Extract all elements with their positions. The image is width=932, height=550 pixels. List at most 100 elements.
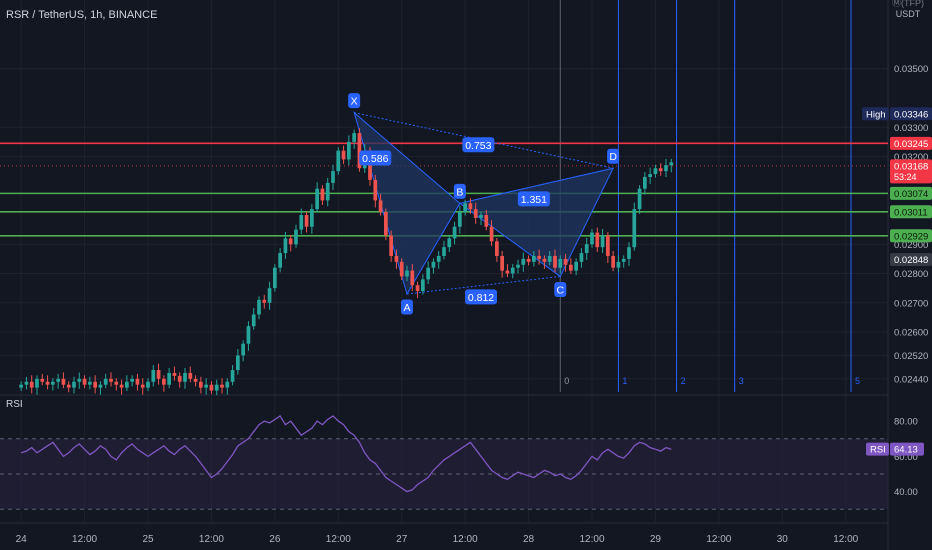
rsi-value-box xyxy=(890,442,924,456)
pattern-ratio[interactable]: 1.351 xyxy=(517,191,550,207)
price-tick-label: 0.02700 xyxy=(894,298,928,309)
time-tick-label: 12:00 xyxy=(326,534,351,545)
candle xyxy=(468,198,473,214)
candle xyxy=(172,366,177,381)
time-axis[interactable]: 24 12:00 25 12:00 26 12:00 27 12:00 28 12:00 29 12:… xyxy=(16,534,859,545)
candle-body xyxy=(273,267,277,289)
pattern-point-d-box xyxy=(607,148,620,164)
price-badge-text: 0.03245 xyxy=(894,139,928,150)
candle-body xyxy=(399,261,404,277)
candle-body xyxy=(61,378,66,385)
candle-body xyxy=(336,150,341,172)
time-tick-label: 12:00 xyxy=(72,534,97,545)
price-tick-label: 0.02520 xyxy=(894,351,928,362)
time-tick-label: 12:00 xyxy=(706,534,731,545)
candle-body xyxy=(532,255,536,262)
price-badge-gray[interactable]: 0.02848 xyxy=(890,252,932,266)
candle xyxy=(336,147,341,175)
candle-body xyxy=(56,378,60,382)
candle xyxy=(103,373,108,389)
pattern-point-b[interactable]: B xyxy=(453,183,466,199)
pattern-point-d[interactable]: D xyxy=(607,148,620,164)
candle xyxy=(357,128,362,172)
candle xyxy=(648,167,652,185)
candle-body xyxy=(220,384,224,388)
candle xyxy=(341,145,346,165)
candle-body xyxy=(606,235,610,256)
candle xyxy=(442,240,446,260)
rsi-title[interactable]: RSI xyxy=(6,399,23,410)
candle-body xyxy=(341,150,346,160)
price-badge-text: 0.03346 xyxy=(894,109,928,120)
candle xyxy=(495,237,499,262)
pattern-ratio-box xyxy=(462,137,495,153)
fib-zone-label: 3 xyxy=(739,376,744,386)
candle xyxy=(532,250,536,267)
price-badge-high[interactable]: 0.03346 xyxy=(890,107,932,121)
candle xyxy=(579,248,584,268)
candle-body xyxy=(378,200,383,213)
candle xyxy=(632,202,637,251)
pattern-ratio-text: 1.351 xyxy=(521,194,547,206)
pattern-ratio[interactable]: 0.586 xyxy=(359,150,392,166)
pattern-point-a[interactable]: A xyxy=(401,299,413,315)
pattern-ratio-box xyxy=(517,191,550,207)
rsi-value-badge[interactable]: RSI 64.13 xyxy=(866,442,924,456)
candle xyxy=(616,255,621,273)
pattern-labels[interactable]: X A B C D 0.586 0.753 1.351 0.812 xyxy=(348,93,620,315)
candle-body xyxy=(29,381,34,388)
candle-body xyxy=(135,378,140,385)
candle-body xyxy=(553,255,557,268)
candle xyxy=(431,258,436,274)
candle xyxy=(93,375,97,394)
candle-body xyxy=(611,255,615,268)
price-badge-green[interactable]: 0.03011 xyxy=(890,205,932,219)
candle xyxy=(627,242,631,266)
candle xyxy=(436,250,441,269)
currency-label[interactable]: USDT xyxy=(896,9,921,19)
pattern-ratio-text: 0.753 xyxy=(465,140,491,152)
candle-body xyxy=(283,238,288,254)
candle xyxy=(246,321,251,351)
high-label[interactable]: High xyxy=(862,107,889,121)
candle-body xyxy=(542,258,547,262)
candle-body xyxy=(19,384,23,388)
candle-body xyxy=(230,370,235,382)
price-axis[interactable]: 0.03500 0.03300 0.03200 0.02900 0.02800 0.027… xyxy=(862,64,932,498)
candle-body xyxy=(188,372,193,379)
pattern-ratio[interactable]: 0.812 xyxy=(465,289,497,305)
price-badge-text: 0.03168 xyxy=(894,161,928,172)
candle-body xyxy=(500,255,504,271)
candle xyxy=(262,294,267,309)
pattern-point-c[interactable]: C xyxy=(554,281,567,297)
price-badge-green[interactable]: 0.02929 xyxy=(890,229,932,243)
candle xyxy=(146,378,150,392)
candle-body xyxy=(199,381,203,388)
rsi-pane xyxy=(0,414,888,510)
currency-mode-label[interactable]: Ⓜ(TFP) xyxy=(892,0,924,8)
price-badge-red[interactable]: 0.03245 xyxy=(890,136,932,150)
candle xyxy=(410,264,415,292)
candle xyxy=(51,378,55,391)
candle-body xyxy=(637,188,642,210)
candle-body xyxy=(114,381,119,385)
countdown-text: 53:24 xyxy=(894,172,917,182)
candle xyxy=(389,230,393,262)
candle xyxy=(251,308,256,330)
candle-body xyxy=(616,261,621,268)
symbol-title[interactable]: RSR / TetherUS, 1h, BINANCE xyxy=(6,9,157,21)
candle xyxy=(574,258,578,276)
candle-body xyxy=(442,247,446,256)
pattern-ratio[interactable]: 0.753 xyxy=(462,137,495,153)
candle-body xyxy=(574,261,578,271)
candle-body xyxy=(643,176,647,189)
pattern-point-x[interactable]: X xyxy=(348,93,361,109)
candle xyxy=(394,249,399,269)
price-badge-green[interactable]: 0.03074 xyxy=(890,186,932,200)
candle-body xyxy=(304,215,309,227)
candle xyxy=(325,177,330,207)
price-badge-box xyxy=(890,159,932,184)
candle xyxy=(664,158,668,177)
